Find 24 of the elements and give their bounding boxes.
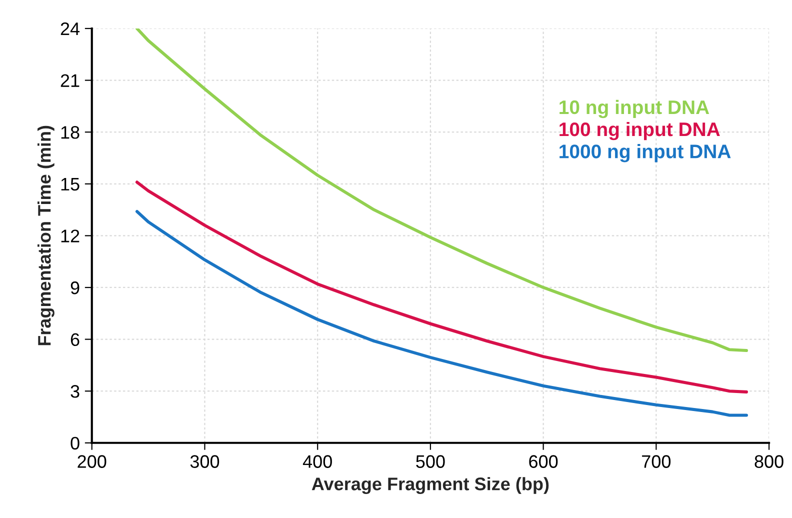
text: 100 ng input DNA: [560, 122, 720, 140]
x-tick-label: 400: [302, 455, 332, 468]
y-tick-label: 21: [60, 74, 80, 87]
x-tick-label: 200: [78, 455, 106, 468]
y-tick-label: 0: [70, 436, 80, 450]
x-axis-title: Average Fragment Size (bp): [312, 477, 549, 494]
y-axis-title: Fragmentation Time (min): [38, 126, 54, 346]
x-tick-label: 800: [754, 455, 784, 468]
x-tick-label: 300: [190, 455, 220, 468]
y-tick-label: 18: [61, 126, 80, 139]
x-tick-label: 600: [529, 455, 558, 468]
line-series: [135, 210, 748, 417]
y-tick-label: 3: [70, 385, 80, 398]
y-tick-label: 15: [61, 178, 80, 191]
x-tick-label: 700: [642, 455, 671, 468]
y-tick-label: 6: [70, 333, 80, 346]
text: 10 ng input DNA: [560, 100, 710, 118]
line-series: [135, 28, 748, 352]
y-tick-label: 9: [70, 281, 80, 294]
line-series: [135, 180, 748, 394]
text: 1000 ng input DNA: [560, 144, 731, 162]
y-tick-label: 24: [60, 22, 80, 36]
y-tick-label: 12: [61, 230, 80, 242]
x-tick-label: 500: [416, 455, 445, 468]
